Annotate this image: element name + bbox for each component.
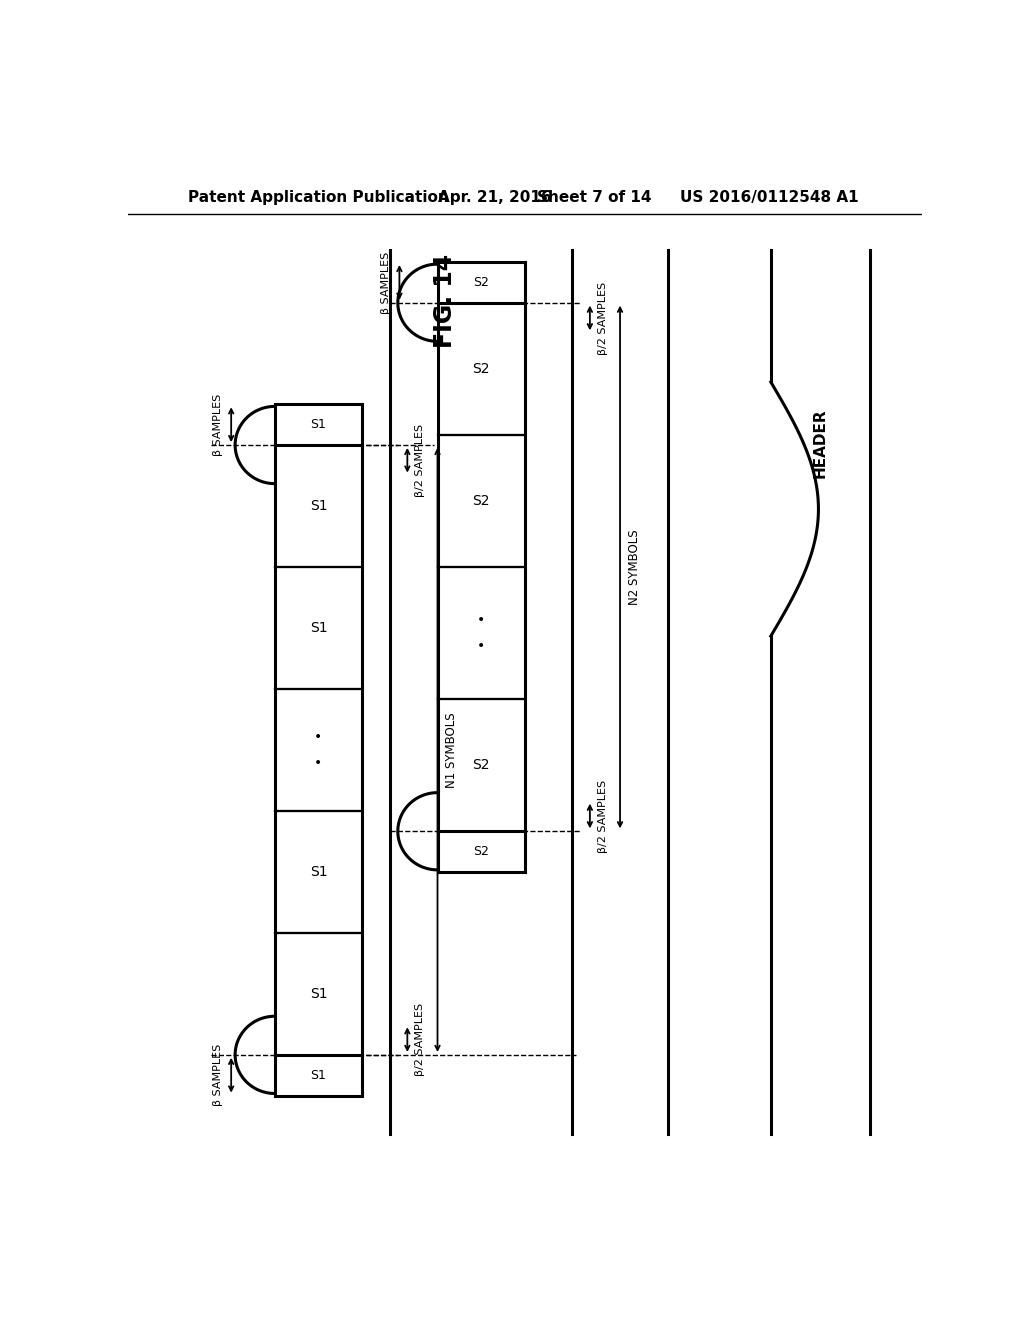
Text: N2 SYMBOLS: N2 SYMBOLS	[628, 529, 641, 605]
Text: N1 SYMBOLS: N1 SYMBOLS	[445, 711, 459, 788]
Text: S2: S2	[472, 362, 489, 376]
Text: S1: S1	[309, 865, 328, 879]
Text: •: •	[477, 639, 485, 653]
Text: S1: S1	[309, 499, 328, 513]
Text: •: •	[314, 730, 323, 743]
Text: β SAMPLES: β SAMPLES	[213, 1044, 223, 1106]
Text: S2: S2	[473, 845, 489, 858]
Text: Apr. 21, 2016: Apr. 21, 2016	[437, 190, 551, 205]
Text: S2: S2	[472, 494, 489, 508]
Text: •: •	[314, 756, 323, 770]
Text: S2: S2	[472, 758, 489, 772]
Text: S1: S1	[310, 418, 327, 432]
Text: β/2 SAMPLES: β/2 SAMPLES	[416, 424, 425, 496]
Text: Patent Application Publication: Patent Application Publication	[187, 190, 449, 205]
Text: β SAMPLES: β SAMPLES	[382, 251, 391, 314]
Text: HEADER: HEADER	[813, 408, 828, 478]
Text: β/2 SAMPLES: β/2 SAMPLES	[598, 779, 608, 853]
Text: β/2 SAMPLES: β/2 SAMPLES	[416, 1003, 425, 1076]
Text: •: •	[477, 612, 485, 627]
Text: Sheet 7 of 14: Sheet 7 of 14	[537, 190, 651, 205]
Text: β/2 SAMPLES: β/2 SAMPLES	[598, 281, 608, 355]
Text: S1: S1	[310, 1069, 327, 1081]
Text: S1: S1	[309, 987, 328, 1001]
Text: FIG. 14: FIG. 14	[433, 253, 458, 347]
Text: S1: S1	[309, 620, 328, 635]
Text: β SAMPLES: β SAMPLES	[213, 393, 223, 455]
Text: S2: S2	[473, 276, 489, 289]
Text: US 2016/0112548 A1: US 2016/0112548 A1	[680, 190, 858, 205]
